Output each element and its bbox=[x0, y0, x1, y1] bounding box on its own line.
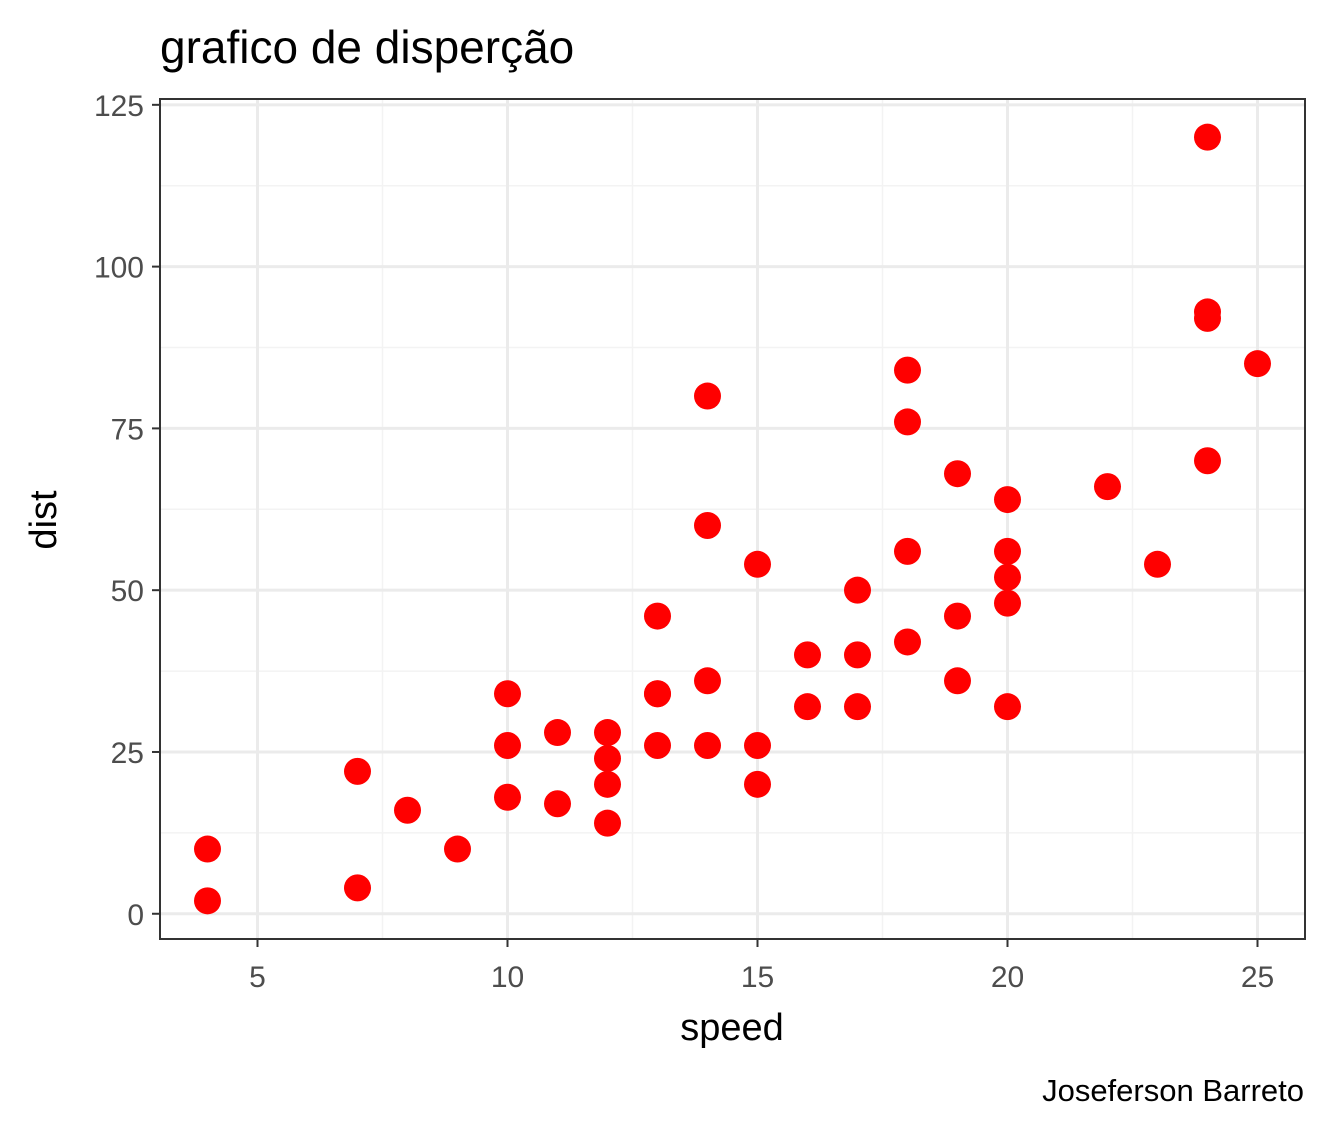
points-layer bbox=[194, 123, 1271, 915]
panel-border bbox=[159, 98, 1306, 940]
data-point bbox=[494, 680, 521, 708]
data-point bbox=[994, 563, 1021, 591]
data-point bbox=[694, 511, 721, 539]
ticks-layer: 5 10 15 20 25 0 25 50 75 100 125 bbox=[94, 90, 1274, 994]
data-point bbox=[994, 537, 1021, 565]
data-point bbox=[194, 887, 221, 915]
data-point bbox=[194, 835, 221, 863]
data-point bbox=[644, 680, 671, 708]
x-tick-label: 5 bbox=[249, 961, 266, 994]
y-axis-title: dist bbox=[23, 490, 65, 550]
data-point bbox=[594, 770, 621, 798]
data-point bbox=[344, 874, 371, 902]
chart-caption: Joseferson Barreto bbox=[1042, 1073, 1304, 1108]
data-point bbox=[944, 667, 971, 695]
data-point bbox=[644, 732, 671, 760]
data-point bbox=[944, 602, 971, 630]
data-point bbox=[694, 732, 721, 760]
chart-title: grafico de disperção bbox=[160, 21, 574, 73]
data-point bbox=[894, 408, 921, 436]
data-point bbox=[894, 628, 921, 656]
data-point bbox=[1244, 350, 1271, 378]
x-tick-label: 25 bbox=[1241, 961, 1274, 994]
y-tick-label: 50 bbox=[111, 575, 144, 608]
x-tick-label: 20 bbox=[991, 961, 1024, 994]
data-point bbox=[794, 641, 821, 669]
data-point bbox=[1194, 123, 1221, 151]
data-point bbox=[594, 719, 621, 747]
data-point bbox=[644, 602, 671, 630]
data-point bbox=[994, 589, 1021, 617]
data-point bbox=[694, 667, 721, 695]
grid-layer bbox=[160, 99, 1305, 939]
data-point bbox=[994, 693, 1021, 721]
data-point bbox=[694, 382, 721, 410]
data-point bbox=[1194, 298, 1221, 326]
x-tick-label: 10 bbox=[491, 961, 524, 994]
y-tick-label: 25 bbox=[111, 737, 144, 770]
data-point bbox=[494, 732, 521, 760]
data-point bbox=[594, 744, 621, 772]
data-point bbox=[344, 757, 371, 785]
data-point bbox=[894, 537, 921, 565]
data-point bbox=[894, 356, 921, 384]
y-tick-label: 125 bbox=[94, 90, 144, 123]
data-point bbox=[594, 809, 621, 837]
data-point bbox=[1194, 447, 1221, 475]
y-tick-label: 0 bbox=[127, 899, 144, 932]
x-tick-label: 15 bbox=[741, 961, 774, 994]
data-point bbox=[444, 835, 471, 863]
data-point bbox=[1144, 550, 1171, 578]
y-tick-label: 100 bbox=[94, 252, 144, 285]
y-tick-label: 75 bbox=[111, 413, 144, 446]
data-point bbox=[844, 641, 871, 669]
x-axis-title: speed bbox=[680, 1007, 784, 1049]
data-point bbox=[394, 796, 421, 824]
data-point bbox=[744, 770, 771, 798]
data-point bbox=[844, 693, 871, 721]
data-point bbox=[844, 576, 871, 604]
data-point bbox=[744, 732, 771, 760]
data-point bbox=[744, 550, 771, 578]
data-point bbox=[544, 719, 571, 747]
data-point bbox=[994, 486, 1021, 514]
data-point bbox=[794, 693, 821, 721]
data-point bbox=[544, 790, 571, 818]
data-point bbox=[1094, 473, 1121, 501]
data-point bbox=[944, 460, 971, 488]
data-point bbox=[494, 783, 521, 811]
